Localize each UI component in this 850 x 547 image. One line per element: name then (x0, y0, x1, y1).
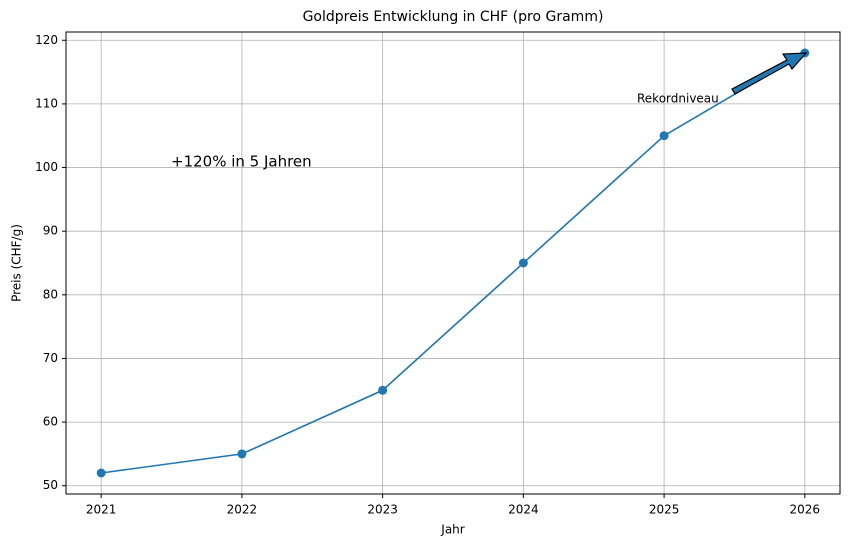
line (101, 52, 806, 474)
x-tick-label: 2026 (790, 503, 821, 517)
x-axis-label: Jahr (440, 523, 464, 537)
y-tick-label: 50 (43, 478, 58, 492)
y-tick-label: 80 (43, 287, 58, 301)
plot-area: 2021 2022 2023 2024 2025 2026 50 60 70 80 90 100 110… (35, 32, 840, 517)
y-tick-label: 60 (43, 415, 58, 429)
x-tick-label: 2022 (227, 503, 258, 517)
x-tick-label: 2024 (508, 503, 539, 517)
axes-frame (65, 31, 841, 495)
point (518, 258, 528, 268)
point (659, 131, 669, 141)
point (96, 468, 106, 478)
point (237, 449, 247, 459)
chart-title: Goldpreis Entwicklung in CHF (pro Gramm) (303, 9, 604, 25)
y-tick-label: 120 (35, 33, 58, 47)
annotation-arrow (731, 52, 808, 95)
x-tick-label: 2025 (649, 503, 680, 517)
y-axis-label: Preis (CHF/g) (10, 224, 24, 302)
point (378, 385, 388, 395)
y-tick-label: 100 (35, 160, 58, 174)
x-tick-label: 2021 (86, 503, 117, 517)
annotation: +120% in 5 Jahren (171, 153, 312, 171)
y-tick-label: 90 (43, 224, 58, 238)
annotation: Rekordniveau (637, 92, 719, 106)
x-tick-label: 2023 (367, 503, 398, 517)
y-tick-label: 110 (35, 96, 58, 110)
y-tick-label: 70 (43, 351, 58, 365)
